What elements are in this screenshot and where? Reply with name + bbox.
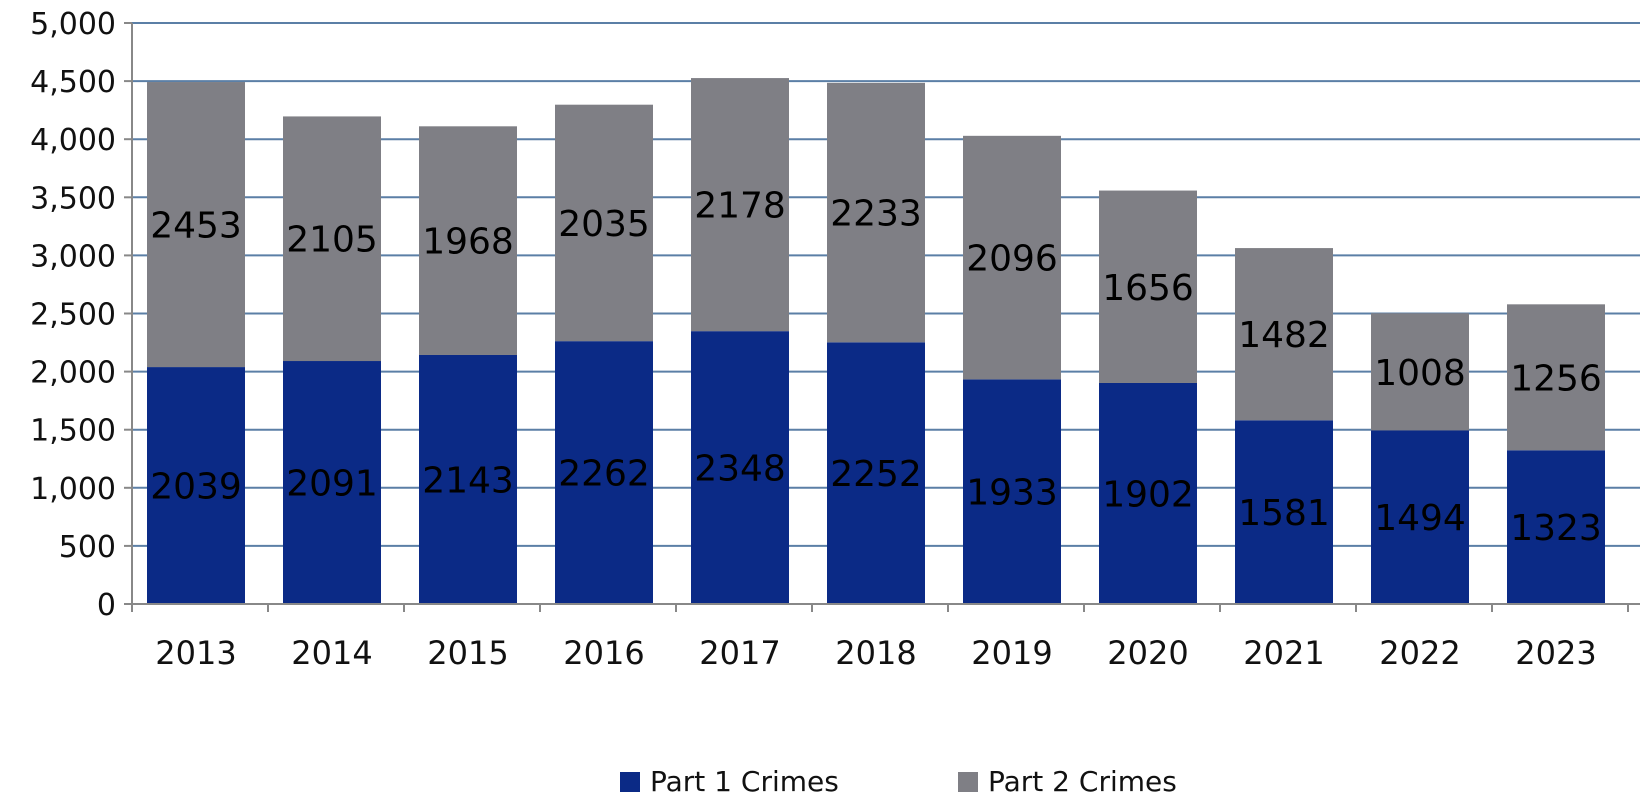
data-label: 2233 <box>830 194 922 235</box>
data-label: 2143 <box>422 460 514 501</box>
bar-segment-part2 <box>283 116 381 362</box>
data-label: 1902 <box>1102 474 1194 515</box>
y-tick-label: 4,000 <box>30 123 116 158</box>
y-tick-label: 5,000 <box>30 7 116 42</box>
legend-label: Part 1 Crimes <box>650 765 839 798</box>
y-tick-label: 4,500 <box>30 65 116 100</box>
data-label: 2348 <box>694 449 786 490</box>
data-label: 1256 <box>1510 358 1602 399</box>
data-label: 1581 <box>1238 493 1330 534</box>
x-tick-label: 2015 <box>427 634 508 672</box>
data-label: 2262 <box>558 454 650 495</box>
x-tick-label: 2023 <box>1515 634 1596 672</box>
data-label: 1656 <box>1102 268 1194 309</box>
legend-label: Part 2 Crimes <box>988 765 1177 798</box>
bar-segment-part1 <box>827 342 925 604</box>
bar-segment-part1 <box>1371 430 1469 604</box>
data-label: 2091 <box>286 464 378 505</box>
y-tick-label: 3,500 <box>30 181 116 216</box>
x-tick-label: 2022 <box>1379 634 1460 672</box>
bars <box>147 78 1605 604</box>
x-tick-label: 2013 <box>155 634 236 672</box>
data-label: 2039 <box>150 467 242 508</box>
x-tick-label: 2020 <box>1107 634 1188 672</box>
bar-segment-part2 <box>1099 190 1197 383</box>
data-label: 2105 <box>286 220 378 261</box>
data-label: 2035 <box>558 204 650 245</box>
bar-segment-part1 <box>1099 382 1197 604</box>
bar-segment-part2 <box>827 82 925 343</box>
data-label: 2453 <box>150 206 242 247</box>
data-label: 1968 <box>422 222 514 263</box>
bar-segment-part2 <box>691 78 789 332</box>
y-tick-label: 500 <box>59 530 116 565</box>
bar-segment-part1 <box>147 367 245 604</box>
data-label: 1482 <box>1238 315 1330 356</box>
data-label: 1494 <box>1374 498 1466 539</box>
bar-segment-part2 <box>147 82 245 368</box>
legend-swatch <box>620 772 640 792</box>
bar-segment-part2 <box>555 104 653 342</box>
bar-segment-part2 <box>419 126 517 355</box>
bar-segment-part1 <box>555 341 653 604</box>
bar-segment-part1 <box>1235 420 1333 604</box>
y-tick-label: 0 <box>97 588 116 623</box>
y-tick-label: 1,500 <box>30 414 116 449</box>
bar-segment-part2 <box>1371 313 1469 431</box>
y-tick-label: 2,000 <box>30 356 116 391</box>
x-tick-label: 2019 <box>971 634 1052 672</box>
data-label: 2178 <box>694 186 786 227</box>
bar-segment-part2 <box>963 135 1061 380</box>
legend: Part 1 Crimes Part 2 Crimes <box>620 765 1177 798</box>
y-tick-label: 3,000 <box>30 239 116 274</box>
y-tick-label: 2,500 <box>30 298 116 333</box>
bar-segment-part2 <box>1507 304 1605 451</box>
bar-segment-part1 <box>963 379 1061 604</box>
y-tick-label: 1,000 <box>30 472 116 507</box>
data-label: 1323 <box>1510 508 1602 549</box>
x-tick-label: 2016 <box>563 634 644 672</box>
data-label: 1008 <box>1374 353 1466 394</box>
data-label: 2096 <box>966 239 1058 280</box>
bar-segment-part1 <box>283 361 381 604</box>
x-tick-label: 2021 <box>1243 634 1324 672</box>
data-labels: 2039 2453 2091 2105 2143 1968 2262 2035 2348 2178… <box>150 186 1602 550</box>
x-tick-label: 2018 <box>835 634 916 672</box>
axes: 0 500 1,000 1,500 2,000 2,500 3,000 3,500 4,000 4… <box>30 7 1640 672</box>
bar-segment-part1 <box>691 331 789 604</box>
data-label: 2252 <box>830 454 922 495</box>
x-tick-label: 2017 <box>699 634 780 672</box>
data-label: 1933 <box>966 473 1058 514</box>
bar-segment-part2 <box>1235 248 1333 421</box>
x-tick-label: 2014 <box>291 634 372 672</box>
bar-segment-part1 <box>1507 450 1605 604</box>
bar-segment-part1 <box>419 354 517 604</box>
legend-swatch <box>958 772 978 792</box>
